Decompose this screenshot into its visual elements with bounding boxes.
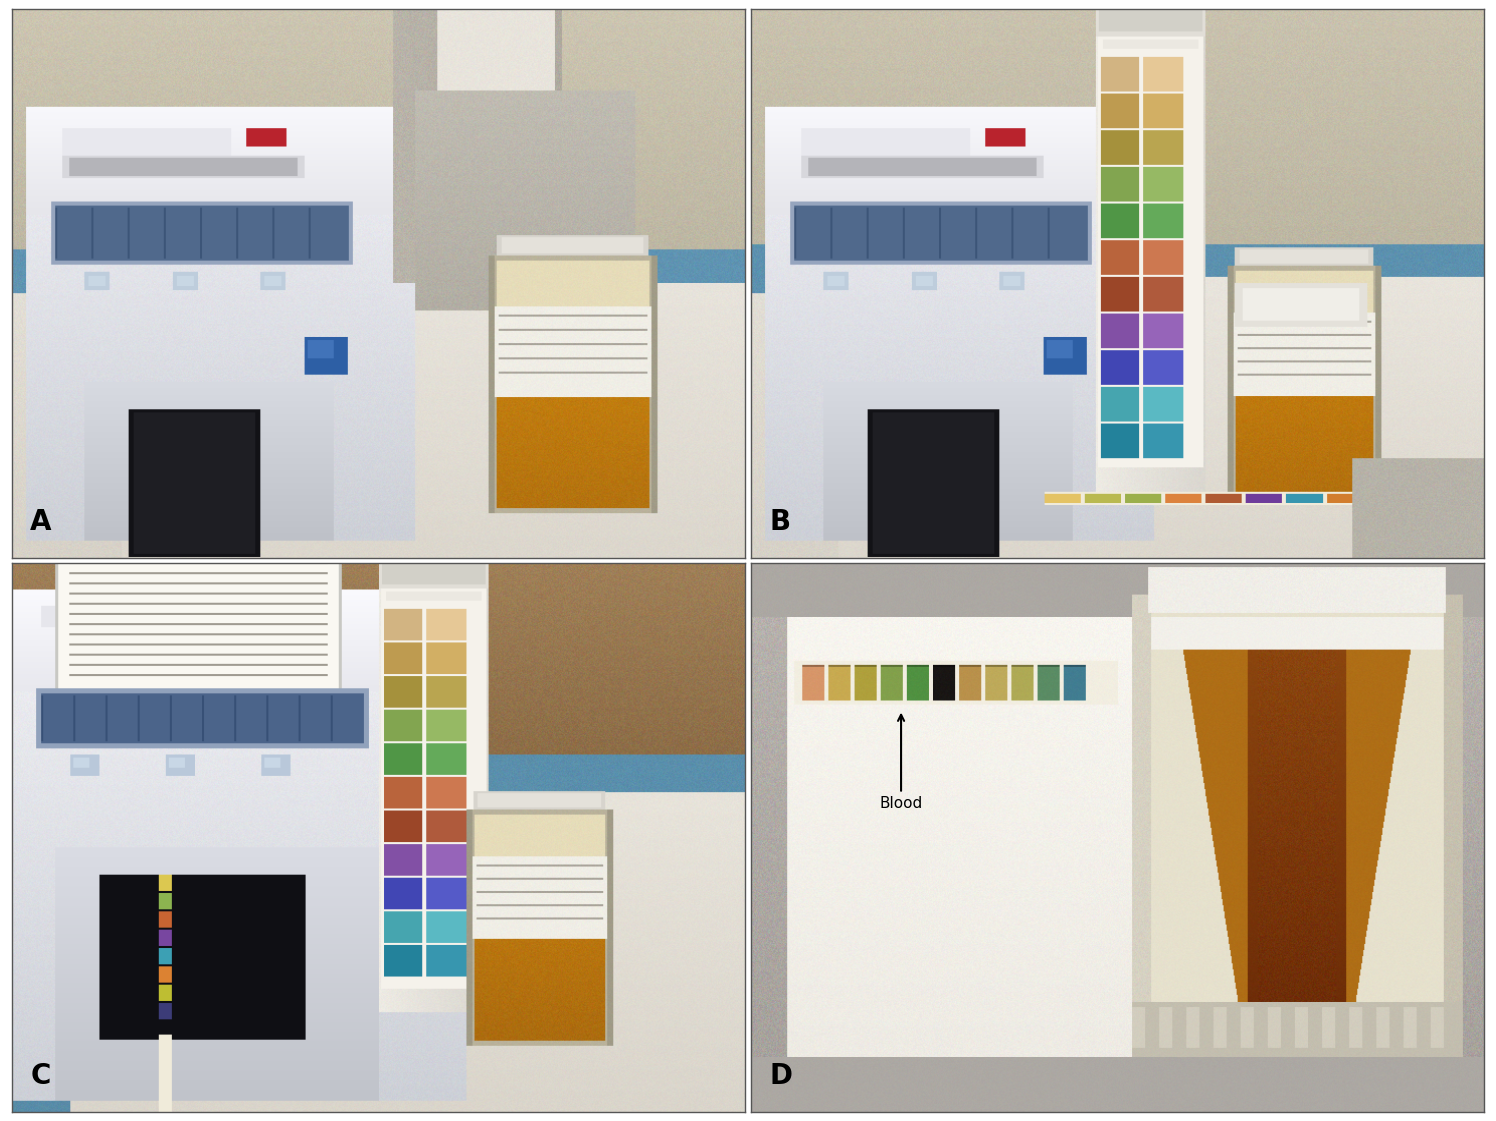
Text: A: A: [30, 508, 52, 536]
Text: D: D: [769, 1062, 793, 1090]
Text: Blood: Blood: [880, 715, 923, 812]
Text: B: B: [769, 508, 790, 536]
Text: C: C: [30, 1062, 51, 1090]
